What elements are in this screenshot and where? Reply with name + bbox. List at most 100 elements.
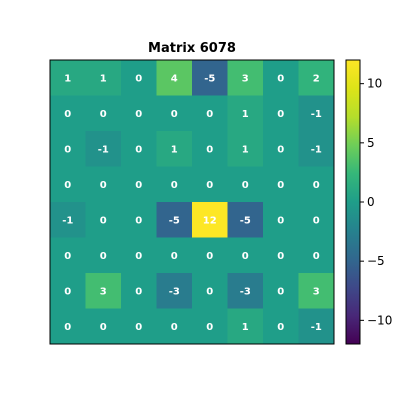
- colorbar-tick-label: 5: [367, 136, 375, 150]
- heatmap-cell: [227, 95, 264, 132]
- cell-value-label: 3: [100, 286, 107, 297]
- cell-value-label: -1: [311, 109, 322, 120]
- cell-value-label: 0: [206, 322, 213, 333]
- cell-value-label: 0: [64, 144, 71, 155]
- cell-value-label: 0: [135, 180, 142, 191]
- cell-value-label: 1: [242, 109, 249, 120]
- cell-value-label: 1: [64, 73, 71, 84]
- heatmap-cell: [85, 95, 122, 132]
- heatmap-cell: [121, 95, 157, 132]
- cell-value-label: -5: [169, 215, 180, 226]
- heatmap-cell: [298, 131, 335, 167]
- cell-value-label: 0: [277, 109, 284, 120]
- heatmap-cell: [156, 308, 193, 345]
- heatmap-cell: [298, 95, 335, 132]
- cell-value-label: 0: [171, 109, 178, 120]
- cell-value-label: 0: [64, 180, 71, 191]
- cell-value-label: 0: [135, 251, 142, 262]
- heatmap-cell: [50, 60, 86, 96]
- colorbar-tick-label: 0: [367, 195, 375, 209]
- heatmap-cell: [298, 273, 335, 309]
- cell-value-label: 0: [313, 251, 320, 262]
- heatmap-cell: [156, 95, 193, 132]
- heatmap-cell: [192, 60, 228, 96]
- cell-value-label: 0: [313, 215, 320, 226]
- heatmap-cell: [156, 202, 193, 238]
- cell-value-label: 0: [206, 109, 213, 120]
- cell-value-label: 0: [100, 109, 107, 120]
- cell-value-label: 1: [100, 73, 107, 84]
- heatmap-cell: [263, 166, 299, 203]
- cell-value-label: 0: [64, 286, 71, 297]
- cell-value-label: 0: [277, 286, 284, 297]
- heatmap-frame: [49, 59, 335, 345]
- cell-value-label: 0: [206, 286, 213, 297]
- heatmap-grid: 1 1 0 4 -5 3 0 2 0 0 0 0 0 1 0 -1 0 -1 0 1 0 1 0 -1 0 0 0 0 0 0 0 0 -1 0 0…: [50, 60, 335, 345]
- cell-value-label: 1: [242, 144, 249, 155]
- heatmap-cell: [263, 131, 299, 167]
- cell-value-label: 0: [206, 180, 213, 191]
- heatmap-cell: [156, 166, 193, 203]
- cell-value-label: 0: [100, 180, 107, 191]
- cell-value-label: -1: [98, 144, 109, 155]
- heatmap-cell: [263, 237, 299, 274]
- heatmap-cell: [85, 131, 122, 167]
- heatmap-cell: [192, 166, 228, 203]
- heatmap-cell: [227, 166, 264, 203]
- colorbar-tick-label: 10: [367, 77, 382, 91]
- cell-value-label: 1: [242, 322, 249, 333]
- cell-value-label: 0: [135, 109, 142, 120]
- cell-value-label: 0: [64, 322, 71, 333]
- colorbar: [345, 59, 361, 345]
- heatmap-cell: [121, 202, 157, 238]
- colorbar-tick-label: −5: [367, 254, 385, 268]
- heatmap-cell: [263, 308, 299, 345]
- cell-value-label: 0: [100, 322, 107, 333]
- cell-value-label: 0: [206, 144, 213, 155]
- heatmap-cell: [227, 308, 264, 345]
- heatmap-cell: [192, 308, 228, 345]
- cell-value-label: -1: [311, 322, 322, 333]
- heatmap-cell: [50, 166, 86, 203]
- cell-value-label: 0: [135, 322, 142, 333]
- cell-value-label: 1: [171, 144, 178, 155]
- heatmap-cell: [156, 131, 193, 167]
- cell-value-label: 0: [135, 286, 142, 297]
- colorbar-tick-label: −10: [367, 313, 392, 327]
- cell-value-label: 0: [171, 180, 178, 191]
- heatmap-cell: [85, 202, 122, 238]
- heatmap-cell: [156, 273, 193, 309]
- heatmap-cell: [192, 273, 228, 309]
- heatmap-cell: [298, 308, 335, 345]
- heatmap-cell: [121, 237, 157, 274]
- cell-value-label: 0: [100, 251, 107, 262]
- cell-value-label: 0: [171, 322, 178, 333]
- heatmap-cell: [50, 237, 86, 274]
- heatmap-cell: [85, 308, 122, 345]
- cell-value-label: 0: [135, 144, 142, 155]
- heatmap-cell: [156, 237, 193, 274]
- colorbar-axis: 10 5 0 −5 −10: [360, 77, 392, 327]
- heatmap-cell: [192, 237, 228, 274]
- heatmap-cell: [227, 273, 264, 309]
- cell-value-label: -5: [204, 73, 215, 84]
- cell-value-label: 0: [242, 180, 249, 191]
- cell-value-label: -1: [62, 215, 73, 226]
- heatmap-cell: [192, 202, 228, 238]
- heatmap-cell: [227, 202, 264, 238]
- heatmap-cell: [85, 273, 122, 309]
- heatmap-cell: [121, 131, 157, 167]
- heatmap-cell: [85, 60, 122, 96]
- cell-value-label: 0: [135, 215, 142, 226]
- cell-value-label: -3: [240, 286, 251, 297]
- heatmap-cell: [192, 95, 228, 132]
- heatmap-cell: [121, 273, 157, 309]
- heatmap-cell: [263, 273, 299, 309]
- cell-value-label: 3: [242, 73, 249, 84]
- heatmap-cell: [227, 60, 264, 96]
- heatmap-cell: [50, 202, 86, 238]
- heatmap-cell: [50, 273, 86, 309]
- cell-value-label: 0: [171, 251, 178, 262]
- cell-value-label: 12: [203, 215, 217, 226]
